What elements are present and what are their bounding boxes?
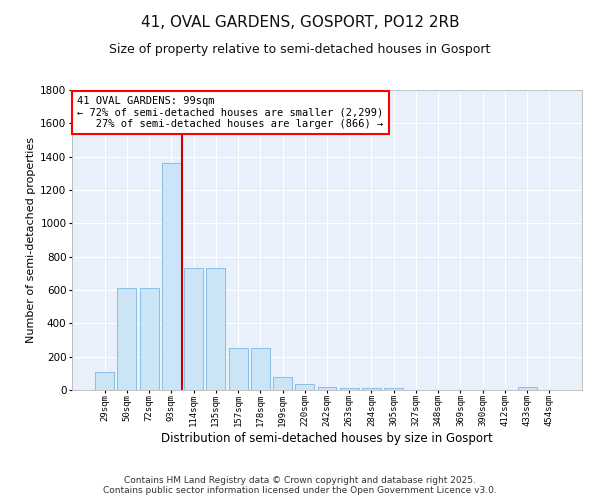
Bar (251, 348, 270, 390)
Bar (118, 288, 136, 390)
Bar (206, 268, 225, 390)
Bar (518, 386, 536, 390)
Bar (273, 376, 292, 390)
Bar (340, 388, 359, 390)
Text: Contains HM Land Registry data © Crown copyright and database right 2025.
Contai: Contains HM Land Registry data © Crown c… (103, 476, 497, 495)
Text: 41, OVAL GARDENS, GOSPORT, PO12 2RB: 41, OVAL GARDENS, GOSPORT, PO12 2RB (140, 15, 460, 30)
Text: 41 OVAL GARDENS: 99sqm
← 72% of semi-detached houses are smaller (2,299)
   27% : 41 OVAL GARDENS: 99sqm ← 72% of semi-det… (77, 96, 383, 129)
Bar (295, 384, 314, 390)
Bar (162, 164, 181, 390)
Bar (140, 288, 158, 390)
Bar (362, 388, 381, 390)
Bar (95, 372, 114, 390)
Y-axis label: Number of semi-detached properties: Number of semi-detached properties (26, 137, 36, 343)
Bar (317, 386, 337, 390)
Text: Size of property relative to semi-detached houses in Gosport: Size of property relative to semi-detach… (109, 42, 491, 56)
Bar (184, 268, 203, 390)
Bar (229, 348, 248, 390)
X-axis label: Distribution of semi-detached houses by size in Gosport: Distribution of semi-detached houses by … (161, 432, 493, 445)
Bar (384, 388, 403, 390)
